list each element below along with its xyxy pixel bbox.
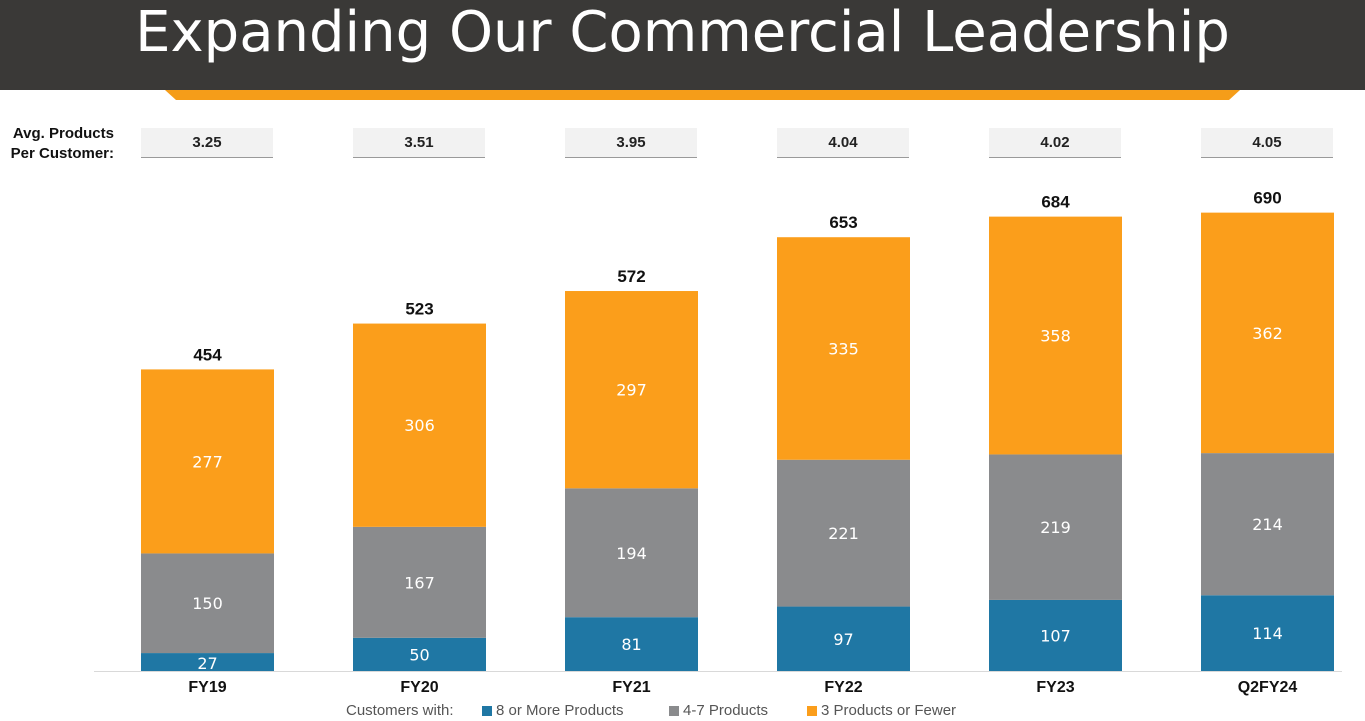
x-tick-label-q2fy24: Q2FY24 [1238, 679, 1298, 696]
bar-fy23-four-seven [989, 454, 1122, 600]
avg-products-fy20: 3.51 [353, 128, 485, 158]
bar-fy20-three-fewer [353, 323, 486, 527]
legend-label-eight-plus: 8 or More Products [496, 702, 624, 719]
avg-products-fy21: 3.95 [565, 128, 697, 158]
x-tick-label-fy21: FY21 [612, 679, 650, 696]
bar-fy22-eight-plus [777, 606, 910, 671]
data-label-fy21-eight-plus: 81 [621, 635, 641, 654]
data-label-fy23-eight-plus: 107 [1040, 626, 1071, 645]
data-label-fy22-three-fewer: 335 [828, 339, 859, 358]
bar-fy23-three-fewer [989, 216, 1122, 455]
total-label-fy20: 523 [405, 300, 433, 319]
data-label-fy19-three-fewer: 277 [192, 452, 223, 471]
data-label-fy22-eight-plus: 97 [833, 630, 853, 649]
x-tick-label-fy19: FY19 [188, 679, 226, 696]
data-label-fy21-three-fewer: 297 [616, 381, 647, 400]
data-label-fy22-four-seven: 221 [828, 524, 859, 543]
data-label-q2fy24-four-seven: 214 [1252, 515, 1283, 534]
avg-products-label: Avg. Products Per Customer: [2, 124, 114, 164]
legend-prefix: Customers with: [346, 702, 454, 719]
legend-item-three-fewer: 3 Products or Fewer [807, 700, 956, 721]
total-label-fy19: 454 [193, 345, 222, 364]
total-label-fy23: 684 [1041, 193, 1070, 212]
data-label-fy20-eight-plus: 50 [409, 645, 429, 664]
legend-item-four-seven: 4-7 Products [669, 700, 768, 721]
bar-fy21-four-seven [565, 488, 698, 618]
legend-label-four-seven: 4-7 Products [683, 702, 769, 719]
data-label-q2fy24-eight-plus: 114 [1252, 624, 1283, 643]
data-label-fy19-eight-plus: 27 [197, 654, 217, 673]
bar-q2fy24-three-fewer [1201, 212, 1334, 454]
stacked-bar-chart: 27 150 277 454 FY19 50 167 306 523 FY20 81 194 297 57… [94, 189, 1342, 696]
legend-swatch-three-fewer [807, 706, 817, 716]
data-label-q2fy24-three-fewer: 362 [1252, 324, 1283, 343]
legend-swatch-eight-plus [482, 706, 492, 716]
data-label-fy20-three-fewer: 306 [404, 416, 435, 435]
avg-products-fy23: 4.02 [989, 128, 1121, 158]
bar-fy19-four-seven [141, 553, 274, 654]
bar-fy21-eight-plus [565, 617, 698, 671]
bar-fy20-eight-plus [353, 637, 486, 671]
legend-swatch-four-seven [669, 706, 679, 716]
title-bar [0, 0, 1365, 90]
legend-label-three-fewer: 3 Products or Fewer [821, 702, 957, 719]
legend: Customers with: 8 or More Products 4-7 P… [0, 700, 1365, 721]
avg-products-label-line2: Per Customer: [10, 145, 114, 162]
total-label-q2fy24: 690 [1253, 189, 1281, 208]
bar-fy22-three-fewer [777, 237, 910, 460]
bar-fy21-three-fewer [565, 291, 698, 489]
bar-fy22-four-seven [777, 459, 910, 607]
accent-stripe [165, 90, 1240, 100]
data-label-fy21-four-seven: 194 [616, 544, 647, 563]
data-label-fy23-four-seven: 219 [1040, 518, 1071, 537]
bar-fy19-three-fewer [141, 369, 274, 554]
x-tick-label-fy20: FY20 [400, 679, 438, 696]
avg-products-q2fy24: 4.05 [1201, 128, 1333, 158]
legend-item-eight-plus: 8 or More Products [482, 700, 624, 721]
bar-fy19-eight-plus [141, 653, 274, 671]
total-label-fy22: 653 [829, 213, 857, 232]
bar-fy23-eight-plus [989, 599, 1122, 671]
total-label-fy21: 572 [617, 267, 645, 286]
accent-stripe-shape [165, 90, 1240, 100]
avg-products-fy19: 3.25 [141, 128, 273, 158]
bar-q2fy24-eight-plus [1201, 595, 1334, 671]
page-title: Expanding Our Commercial Leadership [135, 0, 1230, 65]
data-label-fy23-three-fewer: 358 [1040, 327, 1071, 346]
bar-q2fy24-four-seven [1201, 453, 1334, 596]
x-tick-label-fy22: FY22 [824, 679, 862, 696]
data-label-fy19-four-seven: 150 [192, 594, 223, 613]
avg-products-fy22: 4.04 [777, 128, 909, 158]
bar-fy20-four-seven [353, 526, 486, 638]
avg-products-label-line1: Avg. Products [12, 125, 114, 142]
x-tick-label-fy23: FY23 [1036, 679, 1074, 696]
data-label-fy20-four-seven: 167 [404, 573, 435, 592]
